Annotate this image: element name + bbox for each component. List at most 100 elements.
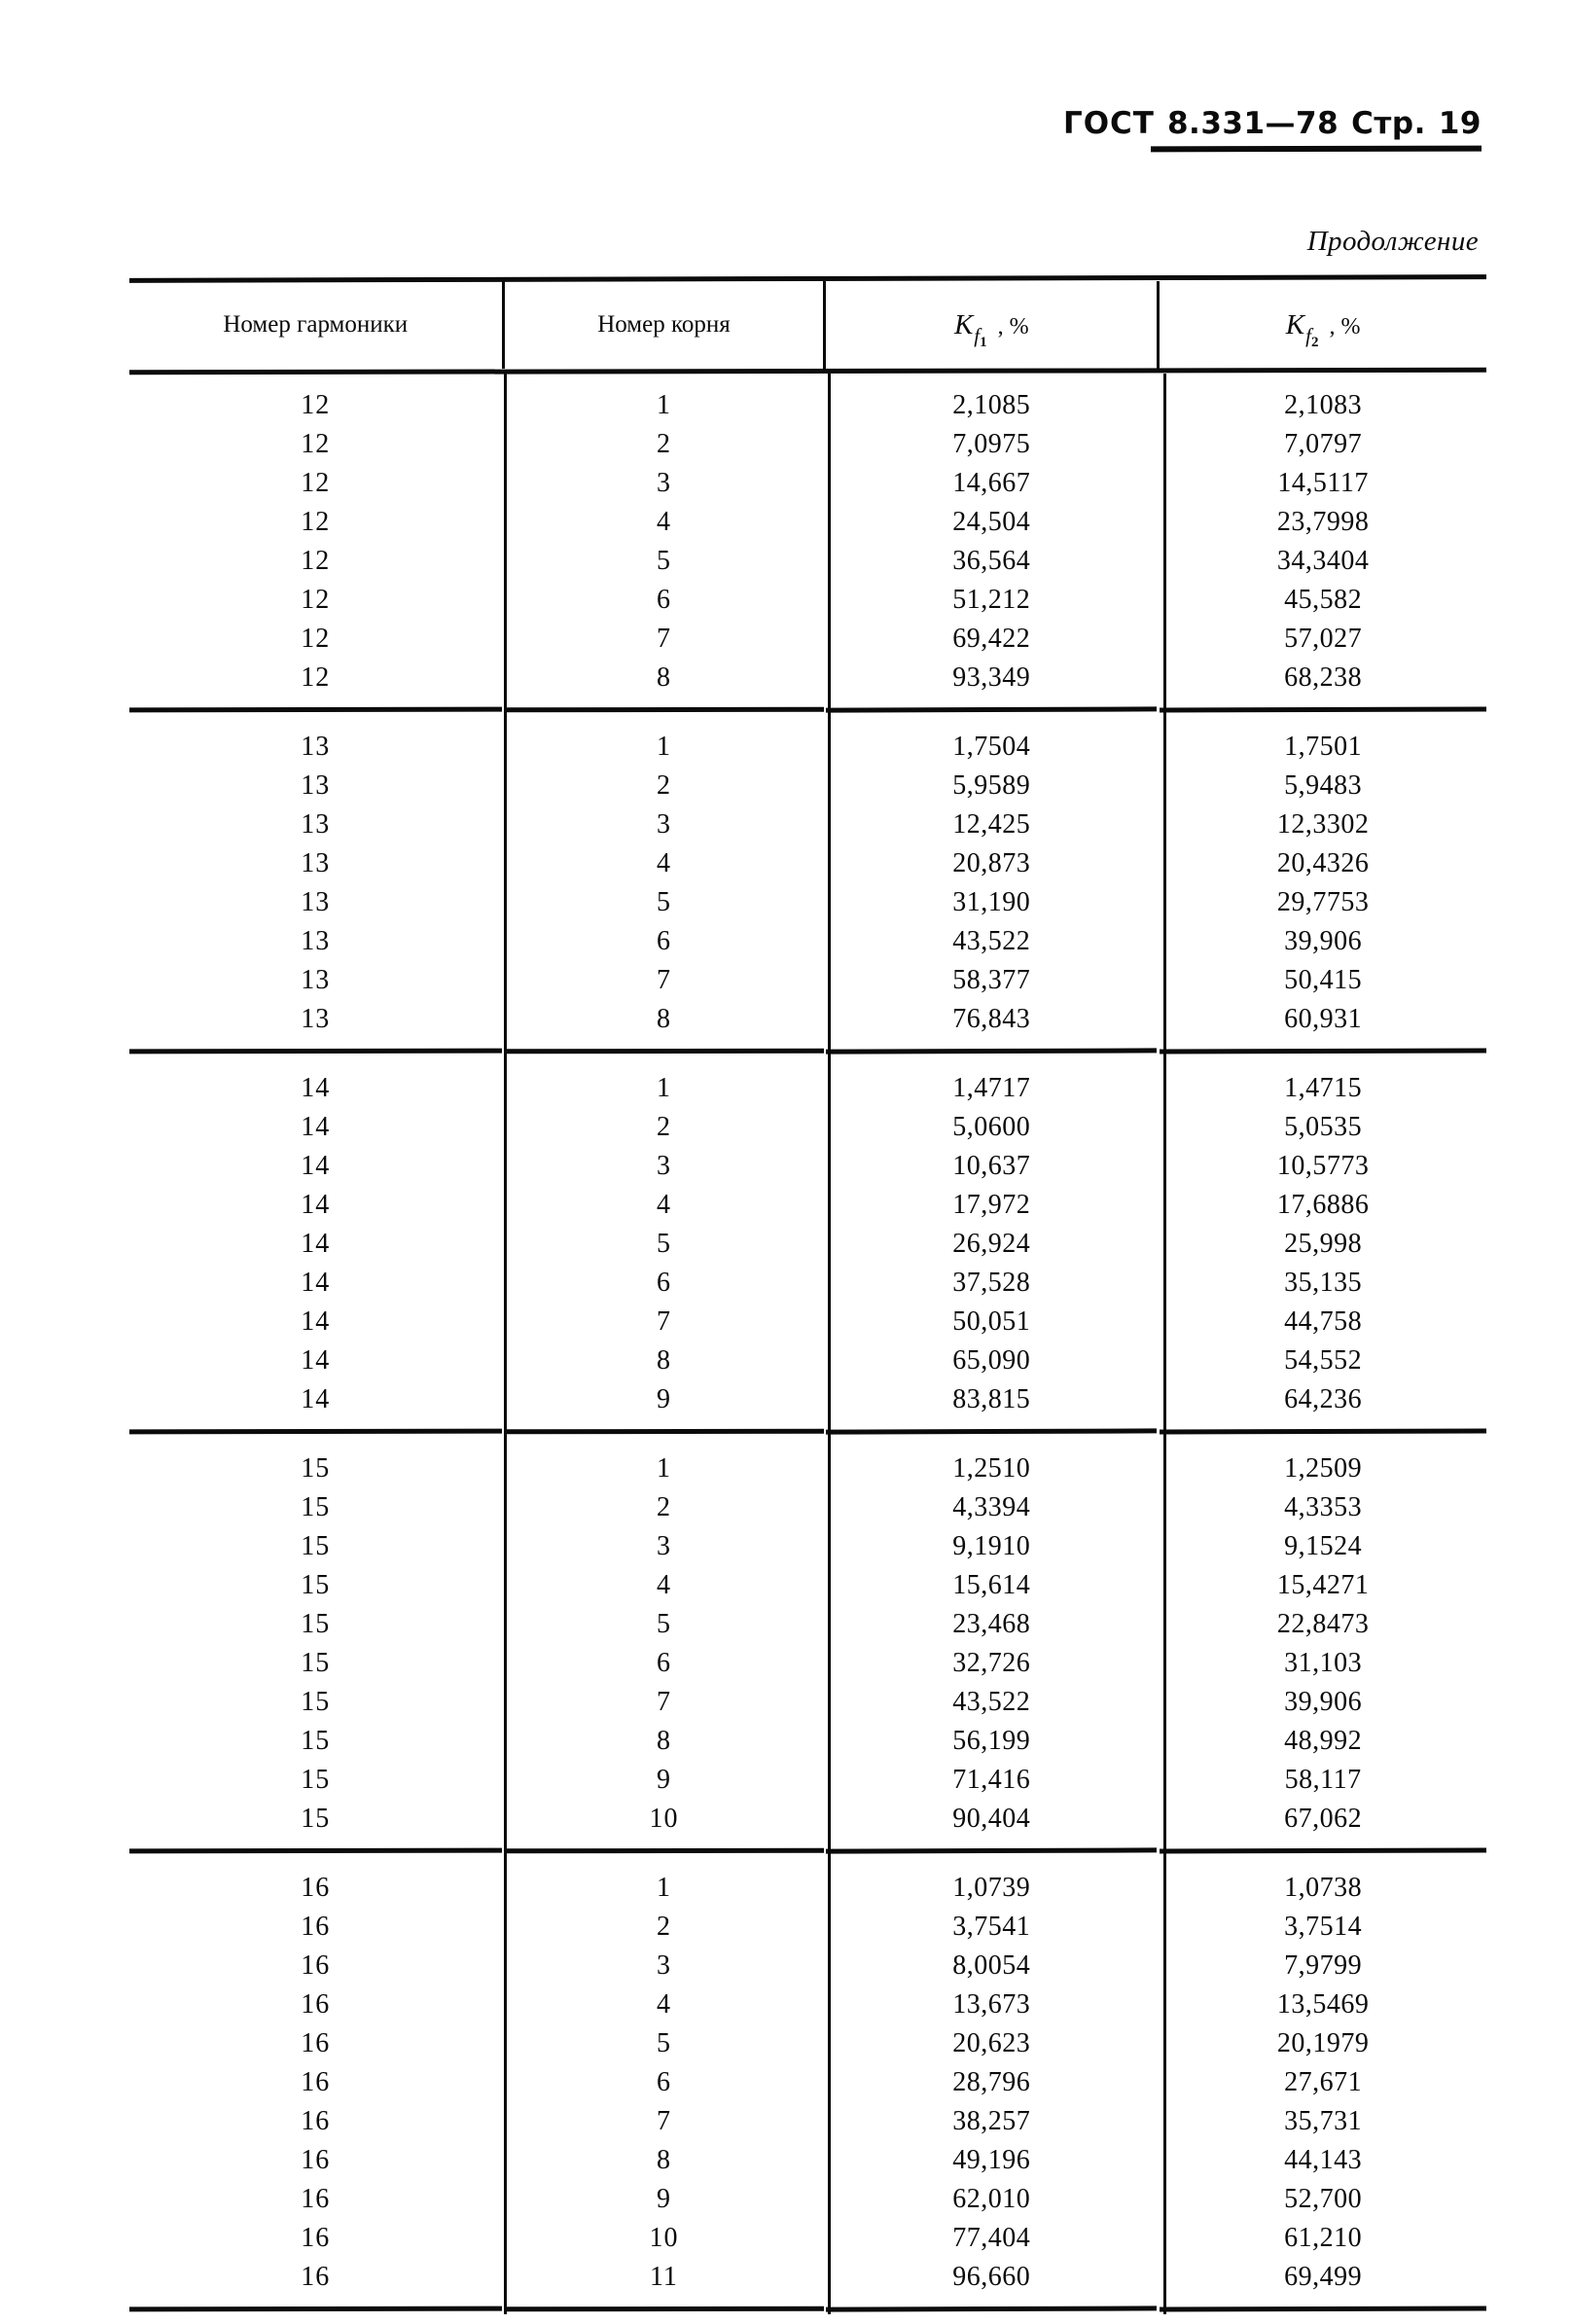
table-cell: 27,671: [1284, 2067, 1363, 2097]
table-cell: 3,7541: [952, 1912, 1031, 1942]
table-cell: 14: [301, 1268, 331, 1298]
table-cell: 1,4717: [952, 1073, 1031, 1103]
kf1-unit: , %: [997, 313, 1029, 340]
table-column-kf1: 1,4717 5,0600 10,637 17,972 26,924 37,528 50,0…: [826, 1056, 1157, 1426]
table-cell: 14: [301, 1345, 331, 1376]
table-cell: 1,2509: [1284, 1453, 1363, 1484]
column-header-root-label: Номер корня: [597, 311, 731, 338]
table-column-root: 1 2 3 4 5 6 7 8 9: [505, 1056, 824, 1426]
table-group: 16 16 16 16 16 16 16 16 16 16 16 1 2 3 4 5 6 7 8 9 10 11 1,073…: [129, 1856, 1486, 2304]
table-cell: 12: [301, 662, 331, 693]
table-cell: 16: [301, 2145, 331, 2175]
table-column-harmonic: 15 15 15 15 15 15 15 15 15 15: [129, 1437, 502, 1845]
table-cell: 56,199: [952, 1726, 1031, 1756]
table-cell: 60,931: [1284, 1004, 1363, 1034]
table-column-root: 1 2 3 4 5 6 7 8: [505, 374, 824, 704]
table-cell: 4: [656, 1190, 671, 1220]
table-cell: 14: [301, 1073, 331, 1103]
table-cell: 13: [301, 848, 331, 878]
table-cell: 12: [301, 546, 331, 576]
table-cell: 14: [301, 1190, 331, 1220]
table-column-kf2: 1,4715 5,0535 10,5773 17,6886 25,998 35,135 44…: [1160, 1056, 1486, 1426]
table-cell: 4: [656, 1989, 671, 2020]
table-cell: 93,349: [952, 662, 1031, 693]
table-cell: 14: [301, 1384, 331, 1414]
table-cell: 20,4326: [1276, 848, 1370, 878]
table-cell: 13: [301, 965, 331, 995]
separator-segment: [1160, 2306, 1487, 2312]
kf1-symbol: K: [953, 308, 974, 340]
separator-segment: [1160, 706, 1487, 713]
table-cell: 17,972: [952, 1190, 1031, 1220]
table-column-harmonic: 14 14 14 14 14 14 14 14 14: [129, 1056, 502, 1426]
table-cell: 4: [656, 507, 671, 537]
separator-segment: [128, 1428, 502, 1435]
table-cell: 43,522: [952, 1687, 1031, 1717]
table-cell: 1: [656, 390, 671, 420]
table-cell: 11: [649, 2262, 678, 2292]
table-cell: 3,7514: [1284, 1912, 1363, 1942]
table-cell: 15: [301, 1492, 331, 1522]
table-cell: 71,416: [952, 1765, 1031, 1795]
table-cell: 15: [301, 1570, 331, 1600]
table-group: 13 13 13 13 13 13 13 13 1 2 3 4 5 6 7 8 1,7504 5,9589 12,4…: [129, 715, 1486, 1046]
header-rule: [1150, 145, 1482, 153]
page-header: ГОСТ 8.331—78 Стр. 19: [1063, 106, 1482, 153]
table-cell: 14: [301, 1112, 331, 1142]
table-cell: 90,404: [952, 1804, 1031, 1834]
table-cell: 35,135: [1284, 1268, 1363, 1298]
table-cell: 39,906: [1284, 1687, 1363, 1717]
table-cell: 10: [649, 1804, 679, 1834]
table-column-kf1: 1,0739 3,7541 8,0054 13,673 20,623 28,796 38,2…: [826, 1856, 1157, 2304]
table-cell: 7,9799: [1284, 1950, 1363, 1981]
table-cell: 7: [656, 1687, 671, 1717]
table-cell: 54,552: [1284, 1345, 1363, 1376]
table-column-kf2: 1,2509 4,3353 9,1524 15,4271 22,8473 31,103 39…: [1160, 1437, 1486, 1845]
table-column-root: 1 2 3 4 5 6 7 8 9 10 11: [505, 1856, 824, 2304]
header-vertical-rule-2: [823, 281, 827, 369]
table-cell: 1: [656, 1873, 671, 1903]
table-cell: 1,7504: [952, 732, 1031, 762]
table-cell: 7,0975: [952, 429, 1031, 459]
table-cell: 10,5773: [1276, 1151, 1370, 1181]
column-header-harmonic-label: Номер гармоники: [223, 311, 409, 338]
page-label: Стр.: [1351, 106, 1426, 141]
table-cell: 13,673: [952, 1989, 1031, 2020]
separator-segment: [128, 1048, 502, 1055]
table-cell: 38,257: [952, 2106, 1031, 2136]
table-cell: 77,404: [952, 2223, 1031, 2253]
table-cell: 16: [301, 1950, 331, 1981]
table-cell: 5: [656, 887, 671, 917]
separator-segment: [128, 1847, 502, 1854]
table-column-kf2: 1,7501 5,9483 12,3302 20,4326 29,7753 39,906 5…: [1160, 715, 1486, 1046]
table-cell: 9: [656, 1765, 671, 1795]
table-cell: 8: [656, 1345, 671, 1376]
table-cell: 13: [301, 926, 331, 956]
table-cell: 2: [656, 770, 671, 801]
table-cell: 14,5117: [1277, 468, 1369, 498]
table-cell: 23,468: [952, 1609, 1031, 1639]
table-cell: 24,504: [952, 507, 1031, 537]
table-cell: 58,117: [1284, 1765, 1362, 1795]
table-cell: 3: [656, 1151, 671, 1181]
table-cell: 15: [301, 1609, 331, 1639]
table-cell: 17,6886: [1276, 1190, 1370, 1220]
table-cell: 15: [301, 1648, 331, 1678]
table-cell: 1,0739: [952, 1873, 1031, 1903]
separator-segment: [128, 706, 502, 713]
kf1-subscript: f1: [974, 323, 987, 350]
group-separator-rule: [128, 1845, 1487, 1856]
table-cell: 16: [301, 2223, 331, 2253]
table-cell: 37,528: [952, 1268, 1031, 1298]
table-cell: 16: [301, 2028, 331, 2058]
table-cell: 15: [301, 1531, 331, 1561]
separator-segment: [826, 1847, 1158, 1854]
table-cell: 15: [301, 1804, 331, 1834]
table-cell: 8,0054: [952, 1950, 1031, 1981]
table-cell: 15: [301, 1453, 331, 1484]
table-cell: 8: [656, 2145, 671, 2175]
table-cell: 62,010: [952, 2184, 1031, 2214]
body-vertical-rule-2: [828, 374, 831, 2314]
table-cell: 3: [656, 1531, 671, 1561]
